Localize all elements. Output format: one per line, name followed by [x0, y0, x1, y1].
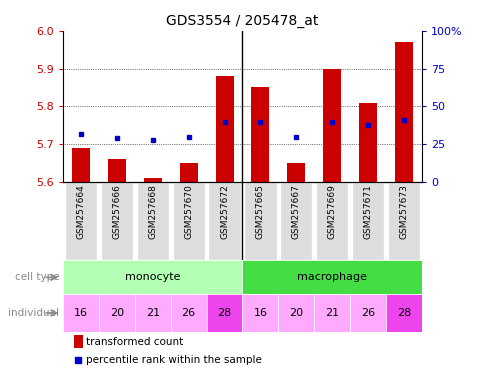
Bar [394, 42, 412, 182]
Bar [206, 295, 242, 331]
Text: percentile rank within the sample: percentile rank within the sample [86, 356, 262, 366]
Bar [278, 295, 314, 331]
Bar [63, 295, 99, 331]
Bar [136, 182, 168, 260]
Bar [316, 182, 348, 260]
Text: 20: 20 [109, 308, 124, 318]
Text: cell type: cell type [15, 272, 60, 282]
Bar [280, 182, 312, 260]
Text: GSM257673: GSM257673 [399, 184, 408, 239]
Bar [322, 69, 340, 182]
Bar [208, 182, 240, 260]
Bar [74, 335, 83, 348]
Bar [349, 295, 385, 331]
Text: monocyte: monocyte [125, 272, 180, 282]
Bar [72, 148, 90, 182]
Text: GSM257670: GSM257670 [184, 184, 193, 239]
Text: 28: 28 [217, 308, 231, 318]
Text: 16: 16 [74, 308, 88, 318]
Bar [65, 182, 97, 260]
Bar [107, 159, 125, 182]
Bar [385, 295, 421, 331]
Bar [244, 182, 276, 260]
Bar [358, 103, 376, 182]
Text: 26: 26 [181, 308, 196, 318]
Text: 21: 21 [324, 308, 339, 318]
Bar [242, 260, 421, 295]
Text: GSM257666: GSM257666 [112, 184, 121, 239]
Bar [135, 295, 170, 331]
Text: 21: 21 [145, 308, 160, 318]
Text: 16: 16 [253, 308, 267, 318]
Bar [242, 295, 278, 331]
Text: GSM257671: GSM257671 [363, 184, 372, 239]
Bar [99, 295, 135, 331]
Bar [172, 182, 204, 260]
Text: GSM257668: GSM257668 [148, 184, 157, 239]
Bar [314, 295, 349, 331]
Bar [143, 178, 161, 182]
Bar [287, 163, 305, 182]
Bar [387, 182, 419, 260]
Text: individual: individual [8, 308, 60, 318]
Bar [179, 163, 197, 182]
Text: transformed count: transformed count [86, 337, 183, 347]
Text: GSM257669: GSM257669 [327, 184, 336, 239]
Title: GDS3554 / 205478_at: GDS3554 / 205478_at [166, 14, 318, 28]
Bar [101, 182, 133, 260]
Bar [351, 182, 383, 260]
Text: 20: 20 [288, 308, 303, 318]
Bar [215, 76, 233, 182]
Text: GSM257667: GSM257667 [291, 184, 300, 239]
Text: GSM257665: GSM257665 [256, 184, 264, 239]
Text: 26: 26 [360, 308, 375, 318]
Bar [63, 260, 242, 295]
Text: GSM257672: GSM257672 [220, 184, 228, 239]
Bar [170, 295, 206, 331]
Text: GSM257664: GSM257664 [76, 184, 85, 239]
Bar [251, 88, 269, 182]
Text: 28: 28 [396, 308, 410, 318]
Text: macrophage: macrophage [297, 272, 366, 282]
